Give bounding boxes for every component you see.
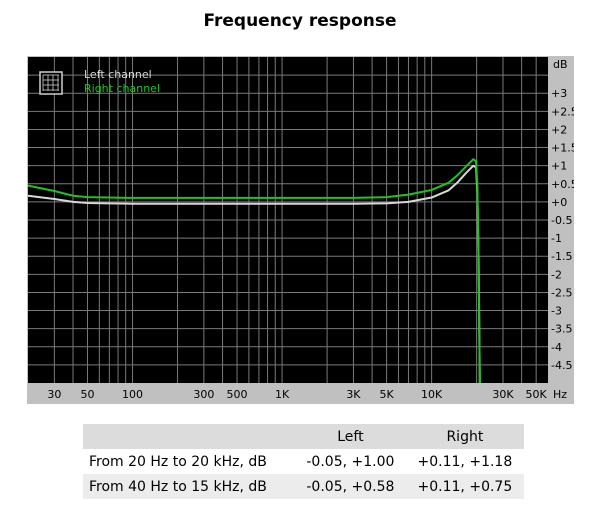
x-axis-unit: Hz <box>553 388 567 401</box>
x-tick-label: 3K <box>346 388 361 401</box>
row-label: From 20 Hz to 20 kHz, dB <box>89 453 267 470</box>
y-tick-label: -1 <box>551 232 562 245</box>
x-tick-label: 30K <box>492 388 514 401</box>
y-tick-label: +0 <box>551 196 567 209</box>
table-header-empty <box>83 424 295 449</box>
y-tick-label: +1.5 <box>551 142 574 155</box>
x-tick-label: 30 <box>47 388 61 401</box>
x-tick-label: 5K <box>380 388 395 401</box>
summary-table: Left Right From 20 Hz to 20 kHz, dB -0.0… <box>83 424 524 499</box>
row-right-value: +0.11, +0.75 <box>417 478 513 495</box>
y-tick-label: -3 <box>551 305 562 318</box>
x-tick-label: 100 <box>122 388 143 401</box>
y-tick-label: -2 <box>551 268 562 281</box>
x-tick-label: 10K <box>421 388 443 401</box>
y-tick-label: -1.5 <box>551 250 572 263</box>
legend-entry-right-channel: Right channel <box>84 82 160 95</box>
table-header-row: Left Right <box>83 424 524 449</box>
y-tick-label: +1 <box>551 160 567 173</box>
y-tick-label: +0.5 <box>551 178 574 191</box>
legend-entry-left-channel: Left channel <box>84 68 152 81</box>
x-tick-label: 300 <box>193 388 214 401</box>
table-row: From 20 Hz to 20 kHz, dB -0.05, +1.00 +0… <box>83 449 524 474</box>
y-tick-label: +2.5 <box>551 105 574 118</box>
y-tick-labels: +3 +2.5 +2 +1.5 +1 +0.5 +0 -0.5 -1 -1.5 -2 -2.5 -3 -3… <box>551 87 578 372</box>
y-tick-label: -4.5 <box>551 359 572 372</box>
row-left-value: -0.05, +1.00 <box>306 453 395 470</box>
y-tick-label: +2 <box>551 123 567 136</box>
x-tick-label: 50K <box>526 388 548 401</box>
row-left-value: -0.05, +0.58 <box>306 478 395 495</box>
y-tick-label: -2.5 <box>551 286 572 299</box>
table-header-left: Left <box>337 428 364 445</box>
y-tick-label: -3.5 <box>551 323 572 336</box>
chart-title: Frequency response <box>203 11 397 31</box>
legend-icon <box>39 71 63 95</box>
x-tick-label: 500 <box>227 388 248 401</box>
table-row: From 40 Hz to 15 kHz, dB -0.05, +0.58 +0… <box>83 474 524 499</box>
x-tick-labels: 30 50 100 300 500 1K 3K 5K 10K 30K 50K <box>47 388 547 401</box>
row-label: From 40 Hz to 15 kHz, dB <box>89 478 267 495</box>
x-tick-label: 1K <box>275 388 290 401</box>
y-tick-label: -4 <box>551 341 562 354</box>
y-axis-unit: dB <box>553 58 568 71</box>
row-right-value: +0.11, +1.18 <box>417 453 513 470</box>
series-layer <box>27 158 481 384</box>
y-tick-label: -0.5 <box>551 214 572 227</box>
table-header-right: Right <box>446 428 484 445</box>
x-tick-label: 50 <box>81 388 95 401</box>
series-line-right-channel <box>27 158 481 384</box>
grid-lines <box>28 57 548 383</box>
y-tick-label: +3 <box>551 87 567 100</box>
